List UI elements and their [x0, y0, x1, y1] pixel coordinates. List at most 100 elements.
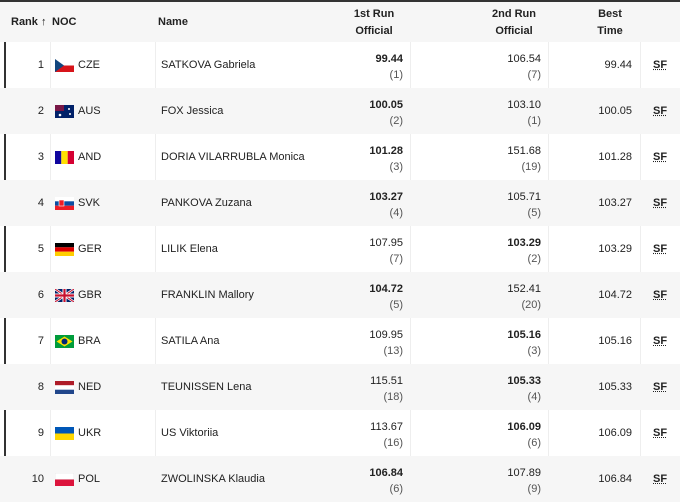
noc-cell: AND: [55, 150, 101, 164]
table-row[interactable]: 2 AUS FOX Jessica 100.05 (2) 103.10 (1) 10…: [0, 88, 680, 134]
run2-position: (20): [521, 299, 541, 311]
athlete-name[interactable]: FRANKLIN Mallory: [161, 289, 254, 301]
noc-code: NED: [78, 381, 102, 393]
qualification-mark[interactable]: SF: [653, 335, 668, 347]
athlete-name[interactable]: DORIA VILARRUBLA Monica: [161, 151, 305, 163]
run2-position: (3): [527, 345, 541, 357]
rank-cell: 7: [37, 335, 44, 347]
column-divider: [155, 42, 156, 88]
column-divider: [640, 410, 641, 456]
table-row[interactable]: 8 NED TEUNISSEN Lena 115.51 (18) 105.33 (4…: [0, 364, 680, 410]
table-row[interactable]: 10 POL ZWOLINSKA Klaudia 106.84 (6) 107.8…: [0, 456, 680, 502]
best-time: 99.44: [604, 59, 632, 71]
table-row[interactable]: 1 CZE SATKOVA Gabriela 99.44 (1) 106.54 (7…: [4, 42, 680, 88]
run1-cell: 104.72 (5): [323, 281, 403, 313]
table-row[interactable]: 6 GBR FRANKLIN Mallory 104.72 (5) 152.41 (…: [0, 272, 680, 318]
noc-cell: SVK: [55, 196, 100, 210]
run2-time: 105.71: [507, 191, 541, 203]
run1-cell: 107.95 (7): [323, 235, 403, 267]
athlete-name[interactable]: FOX Jessica: [161, 105, 224, 117]
run2-time: 151.68: [507, 145, 541, 157]
run2-position: (9): [527, 483, 541, 495]
athlete-name[interactable]: SATILA Ana: [161, 335, 220, 347]
run1-position: (4): [389, 207, 403, 219]
qualification-mark[interactable]: SF: [653, 151, 668, 163]
run1-position: (1): [389, 69, 403, 81]
best-time: 103.27: [598, 197, 632, 209]
best-time: 103.29: [598, 243, 632, 255]
table-row[interactable]: 9 UKR US Viktoriia 113.67 (16) 106.09 (6) …: [4, 410, 680, 456]
athlete-name[interactable]: TEUNISSEN Lena: [161, 381, 252, 393]
column-divider: [410, 134, 411, 180]
column-divider: [410, 318, 411, 364]
run2-cell: 105.71 (5): [461, 189, 541, 221]
run1-time: 115.51: [370, 375, 403, 387]
flag-ned-icon: [55, 380, 74, 394]
athlete-name[interactable]: ZWOLINSKA Klaudia: [161, 473, 265, 485]
run2-cell: 105.33 (4): [461, 373, 541, 405]
column-divider: [155, 226, 156, 272]
noc-cell: AUS: [55, 104, 101, 118]
column-divider: [410, 42, 411, 88]
flag-svk-icon: [55, 196, 74, 210]
run2-cell: 103.29 (2): [461, 235, 541, 267]
run2-cell: 107.89 (9): [461, 465, 541, 497]
name-header[interactable]: Name: [158, 16, 188, 28]
run1-cell: 113.67 (16): [323, 419, 403, 451]
qualification-mark[interactable]: SF: [653, 59, 668, 71]
run2-cell: 106.54 (7): [461, 51, 541, 83]
table-row[interactable]: 7 BRA SATILA Ana 109.95 (13) 105.16 (3) 10…: [4, 318, 680, 364]
run1-time: 106.84: [369, 467, 403, 479]
noc-cell: UKR: [55, 426, 101, 440]
table-top-border: [0, 0, 680, 2]
flag-ger-icon: [55, 242, 74, 256]
run1-cell: 99.44 (1): [323, 51, 403, 83]
best-time: 101.28: [598, 151, 632, 163]
noc-code: UKR: [78, 427, 102, 439]
athlete-name[interactable]: US Viktoriia: [161, 427, 219, 439]
run2-position: (5): [527, 207, 541, 219]
best-header-l1: Best: [598, 8, 622, 20]
noc-cell: POL: [54, 472, 100, 486]
run1-time: 109.95: [369, 329, 403, 341]
athlete-name[interactable]: LILIK Elena: [161, 243, 218, 255]
athlete-name[interactable]: SATKOVA Gabriela: [161, 59, 256, 71]
qualification-mark[interactable]: SF: [653, 105, 668, 117]
qualification-mark[interactable]: SF: [653, 473, 668, 485]
best-time: 105.33: [598, 381, 632, 393]
best-time: 105.16: [598, 335, 632, 347]
run2-position: (4): [527, 391, 541, 403]
run2-header[interactable]: 2nd Run Official: [485, 8, 543, 37]
flag-and-icon: [55, 150, 74, 164]
noc-cell: BRA: [55, 334, 101, 348]
rank-header[interactable]: Rank ↑: [11, 16, 46, 28]
table-row[interactable]: 5 GER LILIK Elena 107.95 (7) 103.29 (2) 10…: [4, 226, 680, 272]
table-row[interactable]: 4 SVK PANKOVA Zuzana 103.27 (4) 105.71 (5)…: [0, 180, 680, 226]
run2-position: (1): [527, 115, 541, 127]
qualification-mark[interactable]: SF: [653, 243, 668, 255]
run1-header[interactable]: 1st Run Official: [345, 8, 403, 37]
athlete-name[interactable]: PANKOVA Zuzana: [161, 197, 252, 209]
column-divider: [50, 134, 51, 180]
table-row[interactable]: 3 AND DORIA VILARRUBLA Monica 101.28 (3) …: [4, 134, 680, 180]
noc-header[interactable]: NOC: [52, 16, 77, 28]
qualification-mark[interactable]: SF: [653, 289, 668, 301]
column-divider: [548, 318, 549, 364]
best-header[interactable]: Best Time: [590, 8, 630, 37]
column-divider: [640, 318, 641, 364]
run1-cell: 101.28 (3): [323, 143, 403, 175]
column-divider: [640, 226, 641, 272]
run2-time: 103.10: [507, 99, 541, 111]
noc-code: AND: [78, 151, 102, 163]
run2-time: 107.89: [507, 467, 541, 479]
rank-cell: 5: [37, 243, 44, 255]
run2-cell: 105.16 (3): [461, 327, 541, 359]
run1-header-l1: 1st Run: [353, 8, 395, 20]
best-time: 106.09: [598, 427, 632, 439]
noc-code: AUS: [78, 105, 101, 117]
best-header-l2: Time: [597, 25, 623, 37]
qualification-mark[interactable]: SF: [653, 381, 668, 393]
qualification-mark[interactable]: SF: [653, 427, 668, 439]
qualification-mark[interactable]: SF: [653, 197, 668, 209]
flag-cze-icon: [55, 58, 74, 72]
